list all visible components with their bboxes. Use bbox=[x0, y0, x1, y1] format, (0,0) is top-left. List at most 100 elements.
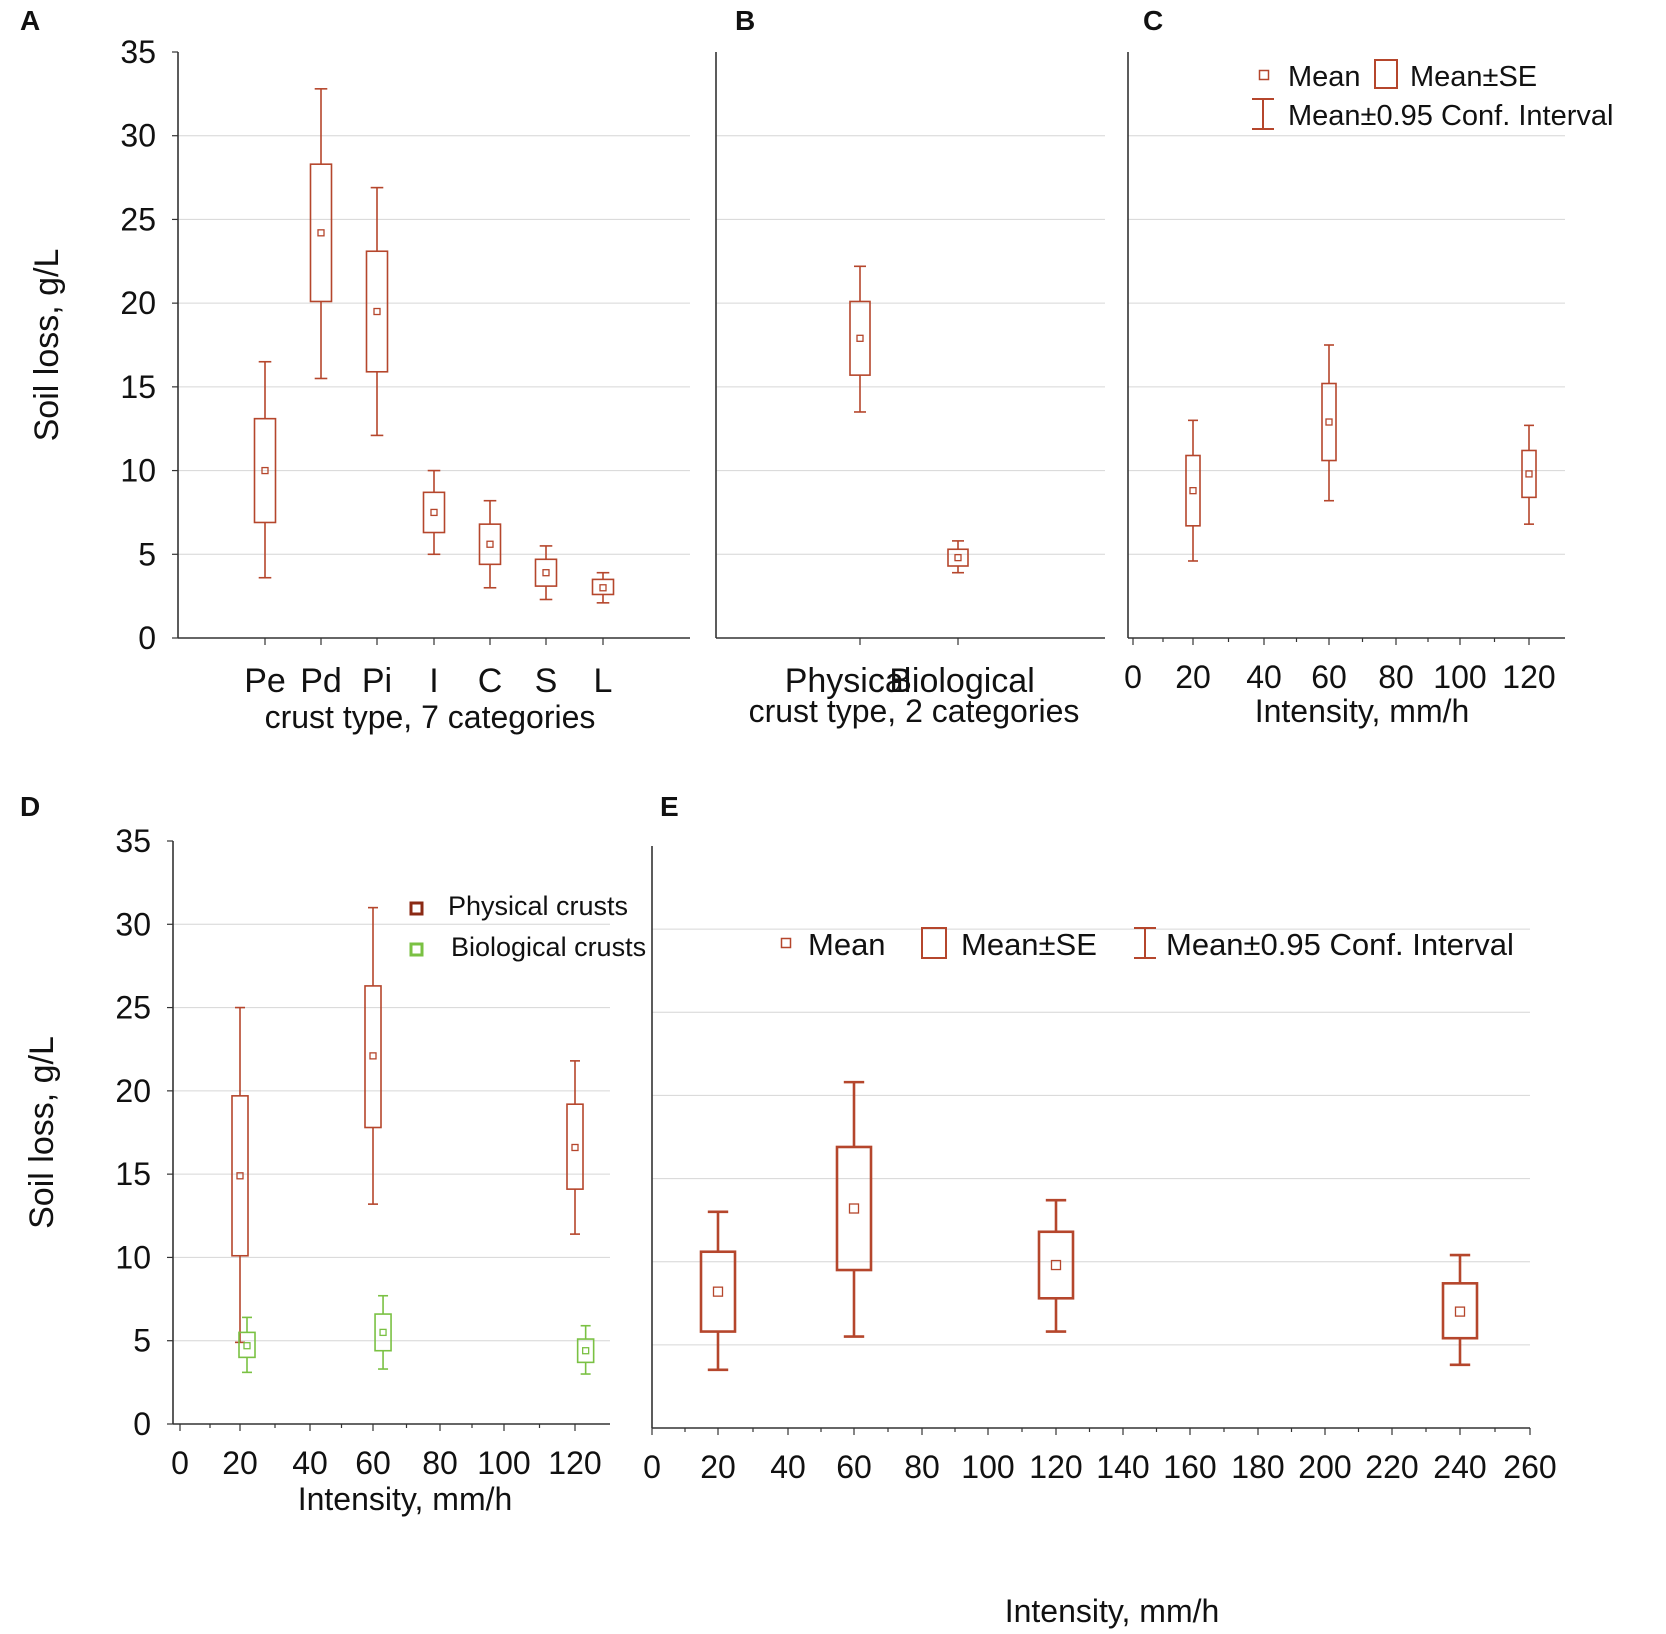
x-tick-label: 80 bbox=[904, 1449, 940, 1485]
legend-biological-label: Biological crusts bbox=[451, 932, 646, 962]
mean-marker bbox=[317, 229, 325, 237]
se-box bbox=[1521, 449, 1537, 499]
x-tick-label: 20 bbox=[1175, 659, 1211, 695]
se-box bbox=[699, 1250, 737, 1333]
x-tick-label: 60 bbox=[355, 1445, 391, 1481]
x-tick-label: 100 bbox=[477, 1445, 530, 1481]
x-tick-label: 0 bbox=[643, 1449, 661, 1485]
legend-ci-icon bbox=[1134, 927, 1156, 959]
x-tick-label: 20 bbox=[700, 1449, 736, 1485]
y-tick-label: 30 bbox=[115, 906, 151, 942]
x-tick-label: 220 bbox=[1365, 1449, 1418, 1485]
panel-label-A: A bbox=[20, 5, 40, 36]
y-tick-label: 20 bbox=[115, 1073, 151, 1109]
mean-marker bbox=[261, 466, 269, 475]
se-box bbox=[309, 163, 333, 303]
box-C-0-1 bbox=[1321, 344, 1337, 502]
mean-marker bbox=[430, 508, 438, 517]
legend-ci-label: Mean±0.95 Conf. Interval bbox=[1288, 100, 1613, 132]
x-tick-label: 120 bbox=[548, 1445, 601, 1481]
y-tick-label: 0 bbox=[138, 620, 156, 656]
x-axis-title: Intensity, mm/h bbox=[1255, 693, 1470, 729]
mean-marker bbox=[236, 1172, 244, 1180]
x-axis-title: crust type, 2 categories bbox=[749, 693, 1080, 729]
mean-marker bbox=[848, 1203, 860, 1214]
mean-marker bbox=[1189, 487, 1197, 495]
box-A-0-3 bbox=[422, 469, 446, 556]
panel-label-C: C bbox=[1143, 5, 1163, 36]
mean-marker bbox=[1050, 1259, 1062, 1271]
se-box bbox=[591, 578, 615, 596]
y-tick-label: 0 bbox=[133, 1406, 151, 1442]
mean-marker bbox=[1525, 470, 1533, 478]
x-tick-label: 80 bbox=[422, 1445, 458, 1481]
box-D-1-0 bbox=[238, 1316, 256, 1374]
mean-marker bbox=[712, 1286, 724, 1297]
box-E-0-1 bbox=[835, 1080, 873, 1338]
x-tick-label: 200 bbox=[1298, 1449, 1351, 1485]
se-box bbox=[365, 250, 389, 373]
box-C-0-0 bbox=[1185, 419, 1201, 562]
mean-marker bbox=[856, 334, 864, 342]
box-A-0-5 bbox=[534, 545, 558, 601]
mean-marker bbox=[542, 569, 550, 577]
box-D-0-1 bbox=[364, 906, 382, 1205]
x-tick-label: 160 bbox=[1163, 1449, 1216, 1485]
y-tick-label: 20 bbox=[120, 285, 156, 321]
se-box bbox=[253, 417, 277, 524]
mean-marker bbox=[1325, 418, 1333, 426]
x-tick-label: Pi bbox=[362, 662, 392, 700]
se-box bbox=[231, 1095, 249, 1257]
box-A-0-1 bbox=[309, 88, 333, 380]
legend-biological-icon bbox=[409, 942, 424, 957]
box-A-0-6 bbox=[591, 571, 615, 604]
x-tick-label: 100 bbox=[1433, 659, 1486, 695]
legend-physical-icon bbox=[409, 901, 424, 916]
se-box bbox=[1185, 454, 1201, 527]
se-box bbox=[422, 491, 446, 534]
se-box bbox=[849, 300, 871, 376]
y-axis-title: Soil loss, g/L bbox=[23, 1036, 61, 1229]
legend-mean-label: Mean bbox=[1288, 61, 1361, 93]
x-tick-label: 260 bbox=[1503, 1449, 1556, 1485]
mean-marker bbox=[243, 1342, 251, 1350]
box-A-0-0 bbox=[253, 360, 277, 579]
se-box bbox=[1321, 382, 1337, 462]
panel-label-E: E bbox=[660, 791, 679, 822]
x-tick-label: Physical bbox=[785, 662, 912, 700]
y-tick-label: 35 bbox=[115, 823, 151, 859]
legend-physical-label: Physical crusts bbox=[448, 891, 628, 921]
box-D-0-2 bbox=[566, 1060, 584, 1235]
x-tick-label: 0 bbox=[1124, 659, 1142, 695]
legend-se-icon bbox=[1374, 59, 1398, 89]
se-box bbox=[534, 558, 558, 587]
x-tick-label: 40 bbox=[770, 1449, 806, 1485]
y-tick-label: 5 bbox=[138, 536, 156, 572]
se-box bbox=[947, 548, 969, 567]
mean-marker bbox=[1454, 1306, 1466, 1317]
legend-ci-icon bbox=[1252, 98, 1274, 130]
x-tick-label: 40 bbox=[1246, 659, 1282, 695]
legend-mean-icon bbox=[780, 937, 792, 949]
x-tick-label: 0 bbox=[171, 1445, 189, 1481]
x-tick-label: 60 bbox=[1311, 659, 1347, 695]
se-box bbox=[566, 1103, 584, 1190]
se-box bbox=[835, 1145, 873, 1272]
legend-mean-label: Mean bbox=[808, 927, 886, 962]
se-box bbox=[364, 985, 382, 1129]
legend-ci-label: Mean±0.95 Conf. Interval bbox=[1166, 927, 1514, 962]
x-tick-label: 240 bbox=[1433, 1449, 1486, 1485]
x-tick-label: 100 bbox=[961, 1449, 1014, 1485]
legend-se-label: Mean±SE bbox=[1410, 61, 1537, 93]
x-tick-label: I bbox=[429, 662, 438, 700]
box-E-0-0 bbox=[699, 1210, 737, 1372]
x-tick-label: C bbox=[478, 662, 503, 700]
x-tick-label: 120 bbox=[1029, 1449, 1082, 1485]
legend-se-icon bbox=[921, 927, 947, 959]
x-axis-title: Intensity, mm/h bbox=[1005, 1593, 1220, 1629]
y-axis-title: Soil loss, g/L bbox=[28, 249, 66, 442]
y-tick-label: 25 bbox=[120, 201, 156, 237]
box-A-0-4 bbox=[478, 499, 502, 589]
se-box bbox=[374, 1313, 392, 1352]
x-tick-label: S bbox=[535, 662, 558, 700]
